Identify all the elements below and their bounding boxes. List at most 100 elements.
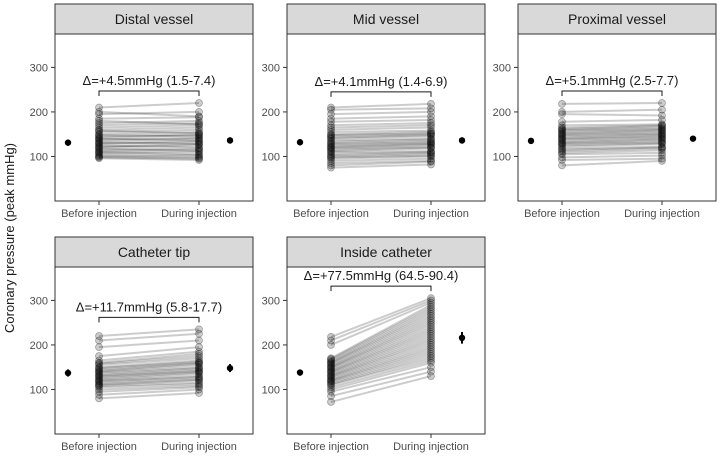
before-point <box>95 138 103 147</box>
before-point <box>95 377 103 386</box>
paired-line <box>330 339 432 378</box>
before-point <box>95 387 103 396</box>
facet-title: Mid vessel <box>353 11 419 27</box>
before-point <box>95 373 103 381</box>
before-point <box>95 383 103 392</box>
during-point <box>195 131 203 139</box>
paired-line <box>98 119 200 125</box>
before-point <box>327 114 335 123</box>
during-point <box>658 126 666 135</box>
before-point <box>558 144 566 153</box>
paired-line <box>561 127 663 132</box>
before-point <box>95 361 103 369</box>
before-point <box>558 126 566 135</box>
before-point <box>327 375 335 384</box>
during-point <box>427 143 435 152</box>
paired-line <box>98 136 200 141</box>
before-point <box>95 343 103 352</box>
paired-line <box>330 142 432 147</box>
before-point <box>95 394 103 403</box>
facet-title: Proximal vessel <box>568 11 666 27</box>
paired-line <box>561 151 663 156</box>
during-point <box>427 140 435 149</box>
paired-line <box>561 141 663 145</box>
y-tick-label: 300 <box>262 62 280 74</box>
before-point <box>327 355 335 364</box>
x-tick-label: Before injection <box>524 208 600 220</box>
before-point <box>327 365 335 374</box>
paired-line <box>98 157 200 162</box>
paired-line <box>330 124 432 129</box>
before-point <box>558 147 566 156</box>
during-point <box>658 129 666 138</box>
before-point <box>327 161 335 170</box>
paired-line <box>561 108 663 113</box>
paired-line <box>330 132 432 137</box>
panel-background <box>286 33 486 202</box>
during-point <box>427 116 435 124</box>
during-point <box>195 143 203 152</box>
during-point <box>658 143 666 152</box>
during-point <box>195 382 203 390</box>
during-point <box>195 128 203 136</box>
paired-line <box>330 118 432 123</box>
during-point <box>427 140 435 148</box>
paired-line <box>98 352 200 364</box>
during-point <box>427 148 435 156</box>
during-point <box>427 327 435 336</box>
before-point <box>327 381 335 389</box>
mean-point <box>458 137 466 144</box>
during-point <box>427 128 435 136</box>
during-point <box>427 150 435 159</box>
paired-line <box>330 315 432 365</box>
before-point <box>95 382 103 390</box>
during-point <box>427 129 435 138</box>
before-point <box>327 136 335 145</box>
during-point <box>195 364 203 372</box>
panel-background <box>517 33 717 202</box>
during-point <box>658 142 666 151</box>
paired-line <box>98 155 200 159</box>
paired-line <box>330 159 432 165</box>
during-point <box>427 325 435 334</box>
during-point <box>427 154 435 163</box>
before-point <box>95 150 103 159</box>
paired-line <box>330 143 432 149</box>
paired-line <box>330 335 432 375</box>
paired-line <box>561 125 663 130</box>
before-point <box>558 133 566 142</box>
during-point <box>427 157 435 166</box>
during-point <box>427 332 435 340</box>
during-point <box>195 359 203 368</box>
before-point <box>95 369 103 378</box>
during-point <box>195 144 203 153</box>
before-point <box>95 147 103 156</box>
during-point <box>427 347 435 356</box>
before-point <box>95 134 103 143</box>
during-point <box>658 134 666 143</box>
during-point <box>427 363 435 372</box>
during-point <box>658 99 666 107</box>
during-point <box>195 365 203 374</box>
during-point <box>427 307 435 316</box>
paired-line <box>98 137 200 142</box>
paired-line <box>330 147 432 153</box>
paired-line <box>561 157 663 162</box>
paired-line <box>98 147 200 151</box>
before-point <box>95 139 103 148</box>
during-point <box>658 125 666 134</box>
before-point <box>327 128 335 136</box>
paired-line <box>98 133 200 138</box>
during-point <box>195 141 203 150</box>
before-point <box>327 148 335 156</box>
paired-line <box>98 153 200 157</box>
before-point <box>327 387 335 396</box>
before-point <box>327 141 335 150</box>
during-point <box>195 132 203 141</box>
facet-strip <box>54 236 254 268</box>
during-point <box>195 389 203 397</box>
paired-line <box>561 137 663 142</box>
during-point <box>658 144 666 153</box>
before-point <box>95 135 103 144</box>
before-point <box>558 117 566 126</box>
